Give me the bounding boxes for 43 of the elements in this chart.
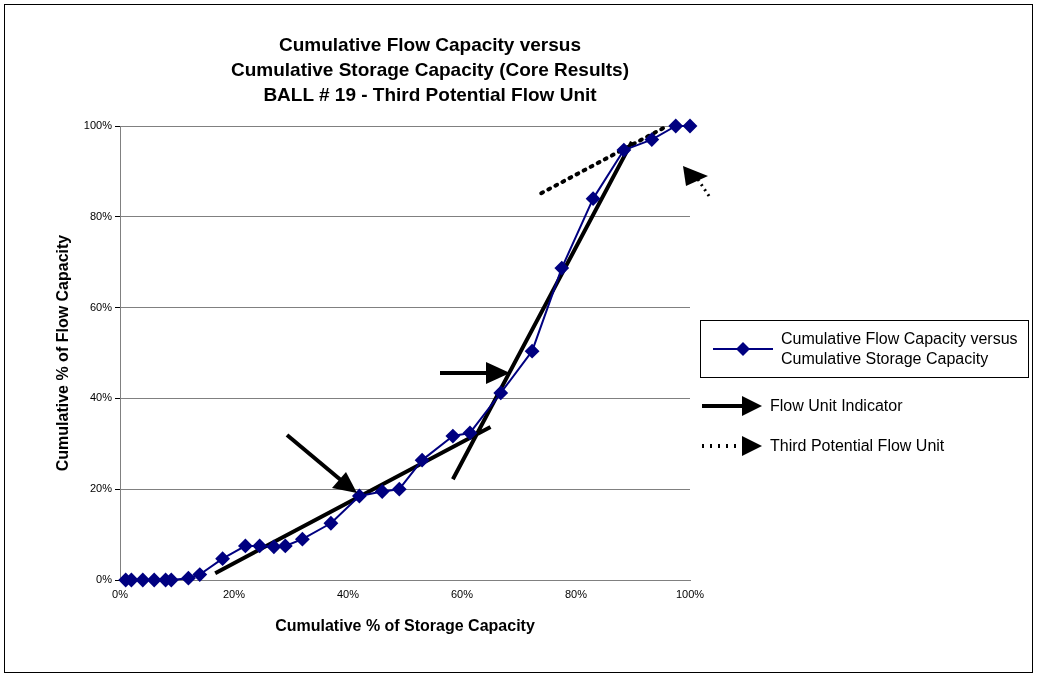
point [266, 539, 281, 554]
point [644, 132, 659, 147]
point [616, 143, 631, 158]
point [295, 532, 310, 547]
point [147, 573, 162, 587]
y-tick-label: 80% [89, 209, 113, 222]
x-tick-label: 0% [112, 587, 129, 600]
chart-title: Cumulative Flow Capacity versus Cumulative Storage Capacity (Core Results) BALL # 19 - Third Potential Flow Unit [229, 33, 630, 107]
x-tick-label: 40% [336, 587, 360, 600]
x-tick-label: 100% [675, 587, 705, 600]
y-tick-label: 60% [89, 300, 113, 313]
point [238, 538, 253, 553]
point [323, 516, 338, 531]
x-axis-title: Cumulative % of Storage Capacity [275, 616, 535, 634]
point [181, 571, 196, 586]
y-tick-label: 20% [89, 482, 113, 495]
point [415, 453, 430, 468]
point [352, 489, 367, 504]
point [554, 261, 569, 276]
y-tick-label: 100% [83, 119, 113, 132]
x-tick-label: 60% [450, 587, 474, 600]
point [445, 429, 460, 444]
point [215, 551, 230, 566]
y-axis-title: Cumulative % of Flow Capacity [54, 234, 72, 472]
point [278, 538, 293, 553]
point [192, 567, 207, 582]
legend-label: Cumulative Flow Capacity versus Cumulative Storage Capacity [781, 329, 1018, 369]
point [375, 484, 390, 499]
point [392, 482, 407, 497]
point [683, 119, 697, 133]
y-tick-label: 0% [96, 573, 113, 586]
x-tick-label: 20% [222, 587, 246, 600]
point [462, 425, 477, 440]
y-tick-label: 40% [89, 391, 113, 404]
point [135, 573, 150, 587]
point [252, 538, 267, 553]
point [586, 191, 601, 206]
point [668, 119, 683, 133]
point [493, 385, 508, 400]
x-tick-label: 80% [564, 587, 588, 600]
point [525, 344, 540, 359]
legend-label: Third Potential Flow Unit [770, 436, 945, 456]
legend-label: Flow Unit Indicator [770, 396, 903, 416]
